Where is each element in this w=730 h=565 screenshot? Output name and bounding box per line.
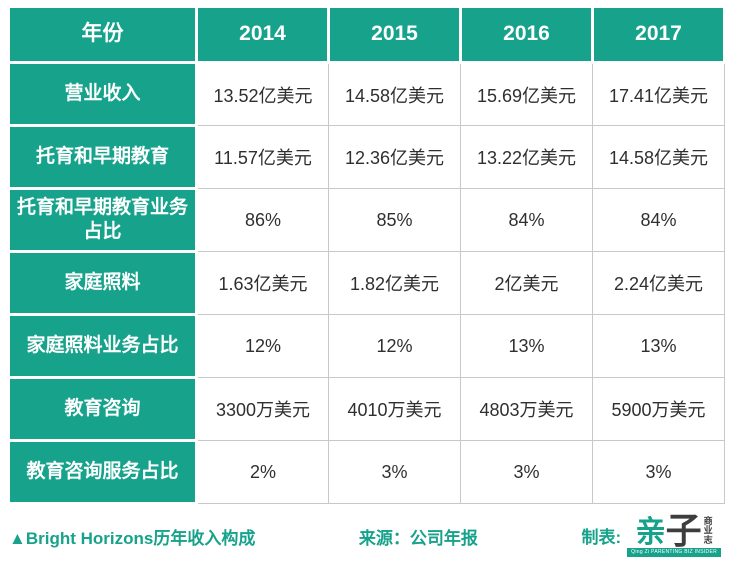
table-cell: 2%: [196, 440, 329, 504]
logo-wordmark: 亲 子 商 业 志: [635, 509, 713, 551]
row-label-family-care-share: 家庭照料业务占比: [7, 313, 198, 379]
table-cell: 86%: [196, 188, 329, 252]
logo-char-qin: 亲: [635, 515, 666, 549]
row-label-childcare-education: 托育和早期教育: [7, 124, 198, 190]
logo-vertical-char: 商: [703, 515, 713, 526]
source-note: 来源：公司年报: [358, 528, 478, 548]
table-cell: 14.58亿美元: [592, 125, 725, 189]
table-cell: 13.52亿美元: [196, 62, 329, 126]
credit-block: 制表: 亲 子 商 业 志 Qing Zi PARENTING BIZ INSI…: [581, 509, 721, 558]
logo-banner-text: Qing Zi PARENTING BIZ INSIDER: [627, 548, 721, 558]
table-row: 家庭照料业务占比 12% 12% 13% 13%: [7, 313, 725, 379]
logo-vertical-char: 业: [703, 525, 713, 536]
header-2014: 2014: [195, 5, 330, 64]
table-cell: 12.36亿美元: [328, 125, 461, 189]
table-cell: 17.41亿美元: [592, 62, 725, 126]
table-cell: 11.57亿美元: [196, 125, 329, 189]
table-cell: 84%: [460, 188, 593, 252]
table-cell: 1.63亿美元: [196, 251, 329, 315]
table-cell: 3%: [460, 440, 593, 504]
table-cell: 85%: [328, 188, 461, 252]
table-row: 托育和早期教育 11.57亿美元 12.36亿美元 13.22亿美元 14.58…: [7, 124, 725, 190]
table-cell: 4010万美元: [328, 377, 461, 441]
table-cell: 12%: [328, 314, 461, 378]
logo-char-zi: 子: [665, 509, 702, 551]
logo-vertical-text: 商 业 志: [703, 515, 713, 545]
header-year-label: 年份: [7, 5, 198, 64]
header-2015: 2015: [327, 5, 462, 64]
table-cell: 3300万美元: [196, 377, 329, 441]
table-cell: 3%: [592, 440, 725, 504]
table-cell: 3%: [328, 440, 461, 504]
header-2017: 2017: [591, 5, 726, 64]
revenue-table: 年份 2014 2015 2016 2017 营业收入 13.52亿美元 14.…: [7, 5, 726, 505]
table-row: 家庭照料 1.63亿美元 1.82亿美元 2亿美元 2.24亿美元: [7, 250, 725, 316]
table-cell: 2亿美元: [460, 251, 593, 315]
row-label-education-consulting-share: 教育咨询服务占比: [7, 439, 198, 505]
header-2016: 2016: [459, 5, 594, 64]
credit-label: 制表:: [581, 528, 622, 548]
table-row: 营业收入 13.52亿美元 14.58亿美元 15.69亿美元 17.41亿美元: [7, 61, 725, 127]
row-label-operating-revenue: 营业收入: [7, 61, 198, 127]
table-cell: 1.82亿美元: [328, 251, 461, 315]
table-cell: 84%: [592, 188, 725, 252]
table-row: 教育咨询 3300万美元 4010万美元 4803万美元 5900万美元: [7, 376, 725, 442]
table-cell: 13%: [592, 314, 725, 378]
table-cell: 5900万美元: [592, 377, 725, 441]
footer: ▲Bright Horizons历年收入构成 来源：公司年报 制表: 亲 子 商…: [7, 505, 723, 565]
row-label-family-care: 家庭照料: [7, 250, 198, 316]
logo-vertical-char: 志: [703, 534, 713, 545]
row-label-childcare-education-share: 托育和早期教育业务占比: [7, 187, 198, 253]
table-header-row: 年份 2014 2015 2016 2017: [7, 5, 726, 64]
table-caption: ▲Bright Horizons历年收入构成: [9, 528, 256, 548]
table-row: 托育和早期教育业务占比 86% 85% 84% 84%: [7, 187, 725, 253]
qinzi-logo: 亲 子 商 业 志 Qing Zi PARENTING BIZ INSIDER: [627, 509, 721, 558]
table-row: 教育咨询服务占比 2% 3% 3% 3%: [7, 439, 725, 505]
table-cell: 4803万美元: [460, 377, 593, 441]
table-cell: 2.24亿美元: [592, 251, 725, 315]
table-cell: 12%: [196, 314, 329, 378]
table-cell: 13.22亿美元: [460, 125, 593, 189]
row-label-education-consulting: 教育咨询: [7, 376, 198, 442]
table-cell: 13%: [460, 314, 593, 378]
table-cell: 14.58亿美元: [328, 62, 461, 126]
table-cell: 15.69亿美元: [460, 62, 593, 126]
